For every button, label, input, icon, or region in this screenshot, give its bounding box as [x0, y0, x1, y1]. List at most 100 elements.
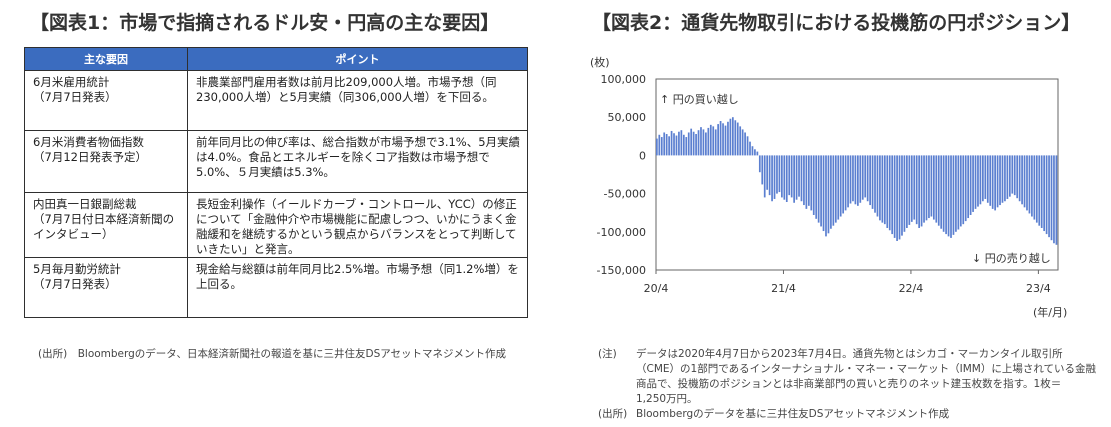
bar: [746, 136, 749, 156]
bar: [712, 126, 715, 156]
bar: [1013, 155, 1016, 196]
bar: [817, 155, 820, 223]
bar: [830, 155, 832, 229]
y-tick-label: -150,000: [597, 264, 646, 277]
factor-table: 主な要因 ポイント 6月米雇用統計 （7月7日発表） 非農業部門雇用者数は前月比…: [24, 47, 528, 318]
bar: [947, 155, 950, 237]
bar: [891, 155, 894, 235]
bar: [678, 131, 680, 156]
bar: [763, 155, 766, 198]
bar: [1011, 155, 1014, 194]
bar: [822, 155, 825, 232]
bar: [957, 155, 960, 230]
bar: [989, 155, 992, 206]
bar: [783, 155, 786, 200]
note-row: (注) データは2020年4月7日から2023年7月4日。通貨先物とはシカゴ・マ…: [598, 347, 1096, 407]
bar: [795, 155, 798, 200]
bar: [707, 127, 710, 156]
bar: [697, 130, 700, 156]
bar: [1026, 155, 1028, 211]
table-cell-factor: 6月米雇用統計 （7月7日発表）: [24, 70, 188, 131]
bar: [754, 149, 756, 156]
bar: [663, 132, 666, 156]
bar: [906, 155, 908, 228]
annotation-yen-long: ↑ 円の買い越し: [660, 92, 739, 106]
bar: [685, 137, 688, 156]
bar: [1031, 155, 1033, 217]
bar: [847, 155, 849, 208]
bar: [1040, 155, 1043, 228]
bar: [1021, 155, 1023, 205]
bar: [692, 131, 695, 156]
bar: [739, 126, 742, 156]
bar: [656, 138, 658, 156]
x-tick-label: 20/4: [644, 282, 669, 295]
bar: [852, 155, 854, 202]
bar: [714, 129, 717, 156]
y-unit-label: (枚): [590, 55, 610, 69]
bar: [950, 155, 952, 238]
bar: [771, 155, 773, 202]
bar: [834, 155, 837, 223]
bar: [864, 155, 867, 198]
bar: [935, 155, 938, 223]
bar: [866, 155, 869, 202]
source-row: (出所) Bloombergのデータを基に三井住友DSアセットマネジメント作成: [598, 407, 1096, 422]
bar: [984, 155, 987, 199]
bar: [682, 134, 685, 156]
x-tick-label: 23/4: [1026, 282, 1051, 295]
bar: [874, 155, 876, 213]
bar: [955, 155, 957, 232]
bar: [717, 124, 719, 156]
y-tick-label: 0: [639, 149, 646, 162]
table-header-row: 主な要因 ポイント: [24, 47, 528, 71]
bar: [893, 155, 896, 238]
bar: [1048, 155, 1050, 238]
bar: [962, 155, 965, 225]
bar: [815, 155, 818, 219]
table-cell-point: 現金給与総額は前年同月比2.5%増。市場予想（同1.2%増）を上回る。: [187, 257, 528, 318]
bar: [861, 155, 864, 200]
bar: [888, 155, 891, 231]
bar: [768, 155, 771, 196]
bar: [758, 155, 761, 173]
bar: [923, 155, 925, 223]
bar: [849, 155, 852, 204]
bar: [918, 155, 920, 228]
right-notes: (注) データは2020年4月7日から2023年7月4日。通貨先物とはシカゴ・マ…: [598, 347, 1096, 422]
bar: [996, 155, 999, 208]
yen-position-chart: 100,000 50,000 0 -50,000 -100,000 -150,000 20…: [590, 55, 1067, 319]
bar: [788, 155, 791, 196]
bar: [705, 132, 707, 156]
bar: [1045, 155, 1048, 235]
bar: [901, 155, 903, 236]
bar: [1008, 155, 1011, 197]
bar: [844, 155, 847, 211]
y-tick-label: 50,000: [608, 111, 647, 124]
bar: [974, 155, 977, 209]
bar: [660, 137, 663, 156]
source-label: (出所): [598, 408, 628, 420]
bar: [910, 155, 913, 222]
bar: [979, 155, 982, 205]
bar: [986, 155, 989, 203]
bar: [761, 155, 764, 185]
bar: [719, 121, 722, 156]
bar: [1001, 155, 1004, 203]
bar: [1038, 155, 1041, 226]
y-tick-label: -100,000: [597, 226, 646, 239]
bar: [812, 155, 815, 215]
note-text: データは2020年4月7日から2023年7月4日。通貨先物とはシカゴ・マーカンタ…: [636, 348, 1096, 405]
bar: [734, 120, 737, 156]
bar: [807, 155, 810, 206]
bar: [778, 155, 781, 193]
bar: [673, 133, 675, 156]
bar: [781, 155, 783, 198]
source-text: Bloombergのデータを基に三井住友DSアセットマネジメント作成: [636, 408, 950, 420]
bar: [1035, 155, 1038, 223]
bar: [839, 155, 842, 217]
bar: [967, 155, 970, 219]
table-row: 5月毎月勤労統計 （7月7日発表） 現金給与総額は前年同月比2.5%増。市場予想…: [24, 257, 528, 318]
bar: [827, 155, 830, 234]
bar: [937, 155, 940, 226]
